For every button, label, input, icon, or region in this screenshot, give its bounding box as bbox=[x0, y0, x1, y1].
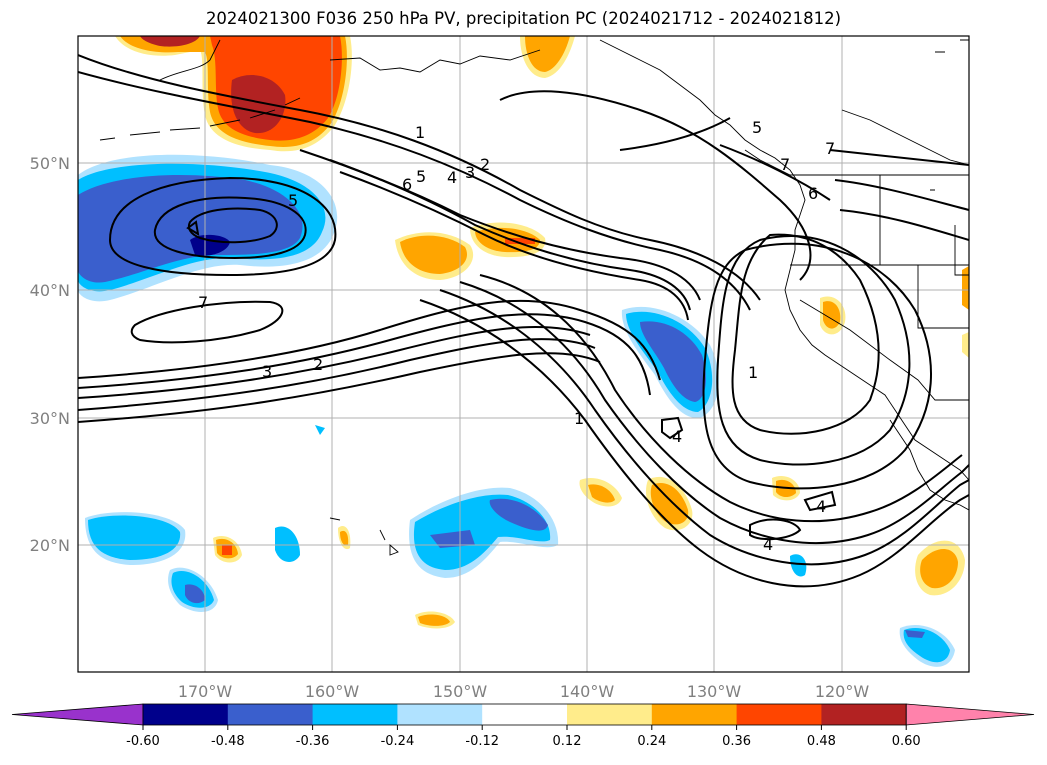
longitude-label: 130°W bbox=[687, 682, 742, 701]
pv-contour-labels: 1 2 3 4 5 6 7 5 7 3 2 1 1 4 4 4 5 7 6 bbox=[198, 118, 835, 554]
colorbar-labels: -0.60 -0.48 -0.36 -0.24 -0.12 0.12 0.24 0.36 0.4… bbox=[126, 734, 920, 749]
colorbar-segment bbox=[482, 704, 568, 725]
colorbar-tick-label: -0.48 bbox=[211, 734, 245, 749]
colorbar-tick-label: 0.36 bbox=[722, 734, 751, 749]
contour-label: 7 bbox=[780, 155, 790, 174]
contour-label: 4 bbox=[816, 497, 826, 516]
contour-label: 2 bbox=[313, 355, 323, 374]
colorbar-tick-label: -0.60 bbox=[126, 734, 160, 749]
colorbar-extend-high bbox=[905, 703, 1035, 726]
colorbar-segment bbox=[651, 704, 738, 725]
coastlines bbox=[99, 39, 969, 556]
longitude-label: 170°W bbox=[178, 682, 233, 701]
contour-label: 5 bbox=[752, 118, 762, 137]
colorbar-segment bbox=[143, 704, 229, 725]
colorbar-ticks bbox=[142, 725, 907, 730]
colorbar-tick-label: 0.48 bbox=[807, 734, 836, 749]
contour-label: 7 bbox=[198, 293, 208, 312]
colorbar-tick-label: 0.24 bbox=[637, 734, 666, 749]
longitude-axis: 170°W 160°W 150°W 140°W 130°W 120°W bbox=[178, 682, 870, 701]
precip-shading bbox=[78, 36, 969, 667]
contour-label: 4 bbox=[763, 535, 773, 554]
gridlines bbox=[78, 36, 969, 672]
longitude-label: 140°W bbox=[560, 682, 615, 701]
colorbar-tick-label: -0.24 bbox=[381, 734, 415, 749]
map-title: 2024021300 F036 250 hPa PV, precipitatio… bbox=[205, 9, 842, 28]
colorbar-tick-label: 0.12 bbox=[553, 734, 582, 749]
colorbar-tick-label: -0.36 bbox=[296, 734, 330, 749]
contour-label: 6 bbox=[808, 184, 818, 203]
latitude-label: 50°N bbox=[30, 154, 70, 173]
colorbar-segment bbox=[567, 704, 653, 725]
colorbar-segment bbox=[736, 704, 822, 725]
colorbar-extend-low bbox=[11, 703, 144, 726]
contour-label: 3 bbox=[262, 362, 272, 381]
colorbar-segment bbox=[397, 704, 483, 725]
contour-label: 4 bbox=[672, 427, 682, 446]
contour-label: 2 bbox=[480, 155, 490, 174]
colorbar-segment bbox=[312, 704, 398, 725]
contour-label: 1 bbox=[574, 409, 584, 428]
colorbar-tick-label: 0.60 bbox=[892, 734, 921, 749]
contour-label: 5 bbox=[416, 167, 426, 186]
map-frame bbox=[77, 35, 970, 673]
colorbar-segment bbox=[227, 704, 314, 725]
contour-label: 3 bbox=[465, 163, 475, 182]
colorbar-tick-label: -0.12 bbox=[465, 734, 499, 749]
contour-label: 1 bbox=[748, 363, 758, 382]
contour-label: 1 bbox=[415, 123, 425, 142]
latitude-axis: 50°N 40°N 30°N 20°N bbox=[30, 154, 70, 555]
colorbar-outline bbox=[142, 703, 907, 726]
colorbar-segment bbox=[821, 704, 907, 725]
latitude-label: 20°N bbox=[30, 536, 70, 555]
longitude-label: 150°W bbox=[433, 682, 488, 701]
colorbar: -0.60 -0.48 -0.36 -0.24 -0.12 0.12 0.24 0.36 0.4… bbox=[11, 703, 1035, 749]
longitude-label: 120°W bbox=[815, 682, 870, 701]
longitude-label: 160°W bbox=[305, 682, 360, 701]
contour-label: 7 bbox=[825, 139, 835, 158]
contour-label: 5 bbox=[288, 191, 298, 210]
colorbar-segments bbox=[11, 703, 1035, 726]
latitude-label: 30°N bbox=[30, 409, 70, 428]
pv-contours bbox=[78, 54, 969, 588]
contour-label: 6 bbox=[402, 175, 412, 194]
latitude-label: 40°N bbox=[30, 281, 70, 300]
contour-label: 4 bbox=[447, 168, 457, 187]
